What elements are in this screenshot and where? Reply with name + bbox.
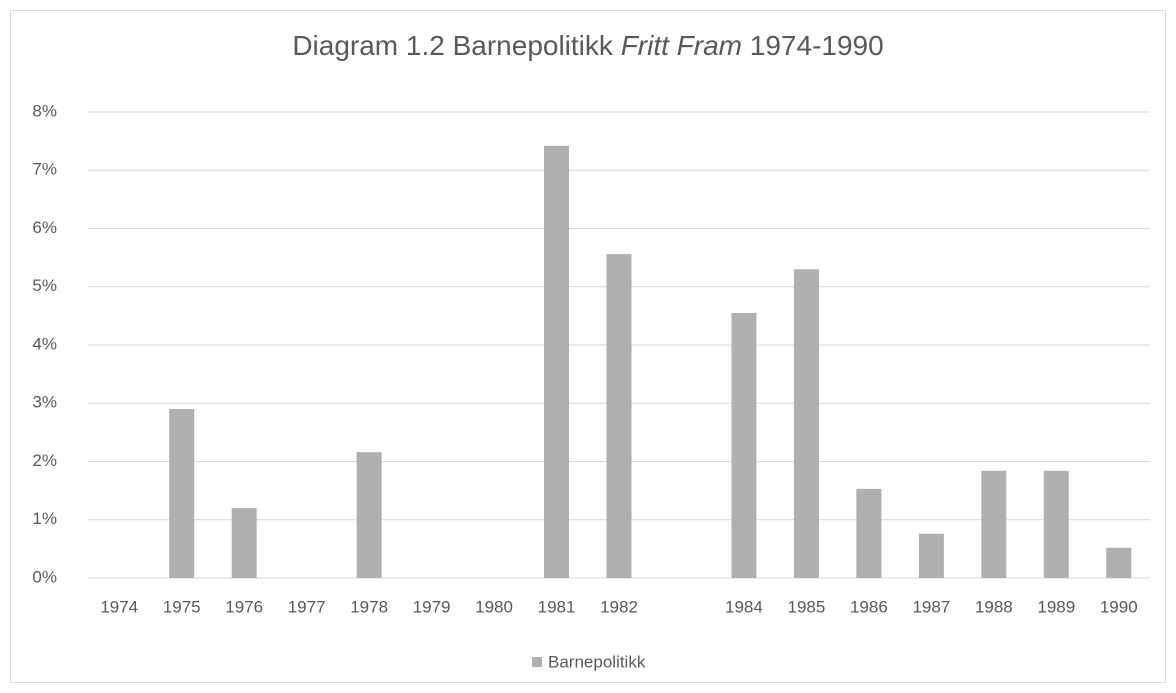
x-tick-label: 1984 (725, 597, 763, 616)
bar (918, 533, 944, 578)
y-tick-label: 7% (32, 160, 57, 179)
y-tick-label: 2% (32, 451, 57, 470)
x-tick-label: 1979 (413, 597, 451, 616)
x-tick-label: 1980 (475, 597, 513, 616)
x-tick-label: 1978 (350, 597, 388, 616)
y-tick-label: 3% (32, 393, 57, 412)
chart-title: Diagram 1.2 Barnepolitikk Fritt Fram 197… (292, 30, 883, 61)
bar (231, 508, 257, 578)
bar (981, 470, 1007, 578)
bar (544, 145, 570, 578)
bar (356, 452, 382, 578)
bar (1043, 470, 1069, 578)
x-tick-label: 1974 (100, 597, 138, 616)
x-tick-label: 1987 (912, 597, 950, 616)
bar (731, 312, 757, 578)
bar (606, 254, 632, 578)
x-tick-label: 1989 (1037, 597, 1075, 616)
x-tick-label: 1985 (787, 597, 825, 616)
x-tick-label: 1977 (288, 597, 326, 616)
chart-frame (10, 10, 1166, 683)
y-tick-label: 8% (32, 101, 57, 120)
bar (1106, 547, 1132, 578)
y-tick-label: 0% (32, 567, 57, 586)
x-tick-label: 1990 (1100, 597, 1138, 616)
y-tick-label: 1% (32, 509, 57, 528)
y-tick-label: 5% (32, 276, 57, 295)
x-tick-label: 1982 (600, 597, 638, 616)
x-tick-label: 1988 (975, 597, 1013, 616)
y-tick-label: 6% (32, 218, 57, 237)
bar (793, 269, 819, 578)
x-tick-label: 1981 (538, 597, 576, 616)
y-tick-label: 4% (32, 334, 57, 353)
bar (856, 488, 882, 578)
x-tick-label: 1975 (163, 597, 201, 616)
bar (169, 409, 195, 578)
legend-label: Barnepolitikk (548, 652, 646, 671)
legend-swatch (532, 657, 542, 667)
x-tick-label: 1976 (225, 597, 263, 616)
x-tick-label: 1986 (850, 597, 888, 616)
